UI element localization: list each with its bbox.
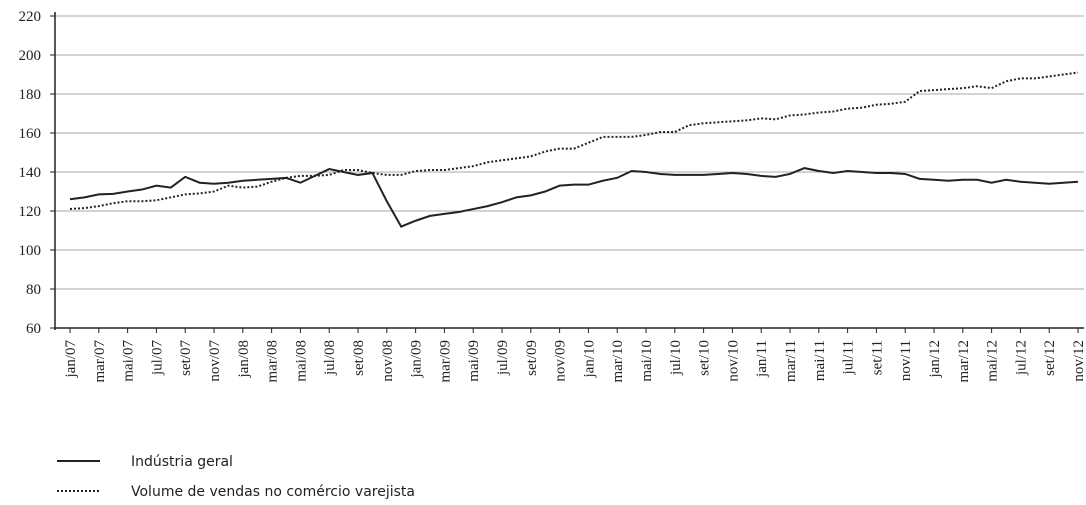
x-tick-label: mar/11	[783, 340, 799, 382]
x-tick-label: jul/11	[841, 340, 857, 375]
legend-label: Volume de vendas no comércio varejista	[131, 484, 415, 500]
x-tick-label: jan/09	[409, 340, 425, 379]
y-tick-label: 220	[19, 9, 42, 25]
x-tick-label: mar/09	[437, 340, 453, 383]
x-tick-label: set/11	[869, 340, 885, 375]
x-tick-label: set/09	[524, 340, 540, 376]
y-tick-label: 120	[19, 204, 42, 220]
x-tick-label: mar/07	[92, 340, 108, 383]
x-tick-label: mai/11	[812, 340, 828, 381]
x-tick-label: set/12	[1042, 340, 1058, 376]
x-tick-label: set/08	[351, 340, 367, 376]
y-tick-label: 140	[19, 165, 42, 181]
data-line	[69, 167, 1079, 228]
x-tick-label: set/07	[178, 340, 194, 376]
x-tick-label: jul/10	[668, 340, 684, 376]
x-tick-label: jul/12	[1013, 340, 1029, 376]
x-tick-label: jul/09	[495, 340, 511, 376]
y-tick-label: 60	[26, 321, 41, 337]
x-tick-label: nov/12	[1071, 340, 1086, 382]
x-tick-label: jan/10	[581, 340, 597, 379]
x-tick-label: mai/09	[466, 340, 482, 382]
y-tick-label: 180	[19, 87, 42, 103]
x-tick-label: jan/08	[236, 340, 252, 379]
y-tick-label: 100	[19, 243, 42, 259]
x-tick-label: mar/10	[610, 340, 626, 383]
x-tick-label: nov/11	[898, 340, 914, 381]
x-tick-label: mai/10	[639, 340, 655, 382]
x-tick-label: set/10	[697, 340, 713, 376]
data-line	[69, 71, 1079, 211]
x-tick-label: mar/12	[956, 340, 972, 383]
x-tick-label: mai/07	[121, 340, 137, 382]
y-tick-label: 160	[19, 126, 42, 142]
x-tick-label: jul/08	[322, 340, 338, 376]
y-tick-label: 80	[26, 282, 41, 298]
x-tick-label: mai/08	[293, 340, 309, 382]
x-tick-label: nov/09	[553, 340, 569, 382]
x-tick-label: jan/12	[927, 340, 943, 379]
x-tick-label: jan/11	[754, 340, 770, 378]
x-tick-label: jan/07	[63, 340, 79, 379]
legend-label: Indústria geral	[131, 454, 233, 470]
x-tick-label: mar/08	[265, 340, 281, 383]
x-tick-label: nov/08	[380, 340, 396, 382]
x-tick-label: nov/10	[725, 340, 741, 382]
x-tick-label: mai/12	[985, 340, 1001, 382]
x-tick-label: nov/07	[207, 340, 223, 382]
y-tick-label: 200	[19, 48, 42, 64]
x-tick-label: jul/07	[149, 340, 165, 377]
